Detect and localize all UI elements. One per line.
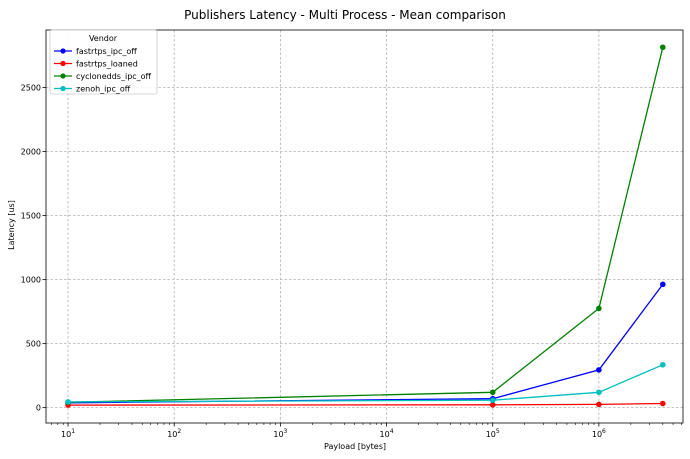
y-tick-label: 0 bbox=[36, 404, 41, 413]
data-point-fastrtps-ipc-off bbox=[659, 281, 666, 288]
x-tick-label: 104 bbox=[380, 428, 394, 439]
series-line-fastrtps-loaned bbox=[67, 402, 663, 406]
legend-item-fastrtps-loaned: fastrtps_loaned bbox=[54, 60, 138, 69]
y-tick-label: 2500 bbox=[21, 84, 41, 93]
gridlines bbox=[46, 30, 683, 423]
y-tick-label: 2000 bbox=[21, 148, 41, 157]
series-fastrtps-loaned bbox=[65, 400, 666, 408]
data-point-zenoh-ipc-off bbox=[659, 361, 666, 368]
chart-title: Publishers Latency - Multi Process - Mea… bbox=[184, 8, 506, 22]
x-tick-label: 105 bbox=[486, 428, 500, 439]
x-axis: 101 102 103 104 105 106 bbox=[51, 423, 682, 439]
legend-title: Vendor bbox=[89, 34, 118, 43]
data-point-zenoh-ipc-off bbox=[65, 399, 71, 405]
y-tick-label: 1500 bbox=[21, 212, 41, 221]
data-point-fastrtps-loaned bbox=[489, 402, 496, 408]
legend-item-fastrtps-ipc-off: fastrtps_ipc_off bbox=[54, 47, 137, 56]
legend: Vendor fastrtps_ipc_off fastrtps_loanedcy… bbox=[49, 29, 158, 95]
data-point-fastrtps-loaned bbox=[596, 401, 602, 408]
legend-marker bbox=[60, 48, 66, 54]
x-axis-label: Payload [bytes] bbox=[324, 442, 386, 451]
data-point-fastrtps-loaned bbox=[659, 400, 666, 407]
x-tick-label: 102 bbox=[167, 428, 181, 439]
data-point-fastrtps-ipc-off bbox=[596, 367, 602, 373]
legend-label: cyclonedds_ipc_off bbox=[76, 72, 152, 81]
legend-marker bbox=[60, 85, 66, 92]
y-axis-label: Latency [us] bbox=[7, 200, 16, 250]
legend-items: fastrtps_ipc_off fastrtps_loaned cyclonedd… bbox=[54, 47, 152, 94]
x-tick-label: 106 bbox=[592, 428, 606, 439]
data-point-cyclonedds-ipc-off bbox=[489, 389, 496, 396]
y-tick-label: 500 bbox=[26, 340, 41, 349]
data-point-zenoh-ipc-off bbox=[596, 389, 602, 396]
legend-marker bbox=[60, 60, 66, 67]
x-tick-label: 101 bbox=[61, 428, 75, 439]
series-zenoh-ipc-off bbox=[65, 361, 666, 405]
series-line-zenoh-ipc-off bbox=[67, 364, 664, 403]
legend-marker bbox=[60, 73, 66, 79]
legend-label: zenoh_ipc_off bbox=[76, 85, 131, 94]
series-layer bbox=[65, 44, 666, 408]
legend-item-cyclonedds-ipc-off: cyclonedds_ipc_off bbox=[54, 72, 152, 81]
legend-label: fastrtps_ipc_off bbox=[76, 47, 137, 56]
data-point-zenoh-ipc-off bbox=[489, 397, 496, 404]
legend-label: fastrtps_loaned bbox=[76, 60, 138, 69]
series-line-cyclonedds-ipc-off bbox=[67, 47, 664, 403]
legend-box bbox=[49, 29, 158, 95]
x-tick-label: 103 bbox=[273, 428, 287, 439]
plot-frame bbox=[45, 29, 684, 424]
y-tick-label: 1000 bbox=[21, 276, 41, 285]
y-axis: 0 500 1000 1500 2000 2500 bbox=[21, 84, 46, 413]
legend-item-zenoh-ipc-off: zenoh_ipc_off bbox=[54, 85, 131, 94]
data-point-cyclonedds-ipc-off bbox=[596, 305, 602, 312]
data-point-cyclonedds-ipc-off bbox=[659, 44, 666, 51]
